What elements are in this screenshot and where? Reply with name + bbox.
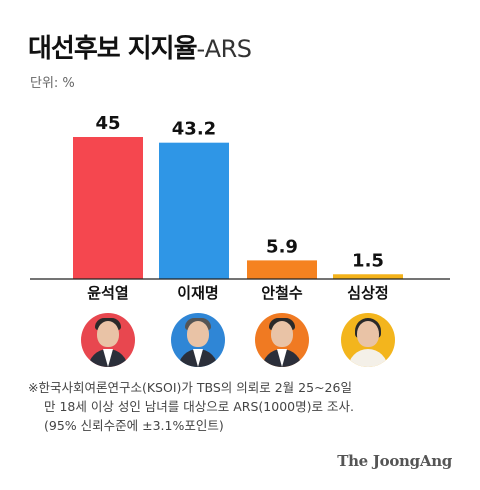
candidate-name: 심상정	[347, 284, 389, 302]
note-line-1: ※한국사회여론연구소(KSOI)가 TBS의 의뢰로 2월 25~26일	[28, 380, 352, 395]
value-labels-group: 45 43.2 5.9 1.5	[95, 113, 383, 271]
candidate-3: 안철수	[237, 283, 327, 367]
publisher-logo: The JoongAng	[337, 452, 452, 470]
candidate-4: 심상정	[323, 283, 413, 367]
bars-group	[73, 137, 403, 279]
bar-1	[73, 137, 143, 279]
value-label-1: 45	[95, 113, 120, 134]
portrait-icon	[81, 313, 135, 367]
candidate-1: 윤석열	[63, 283, 153, 367]
chart-title: 대선후보 지지율-ARS	[28, 28, 252, 65]
candidate-2: 이재명	[153, 283, 243, 367]
value-label-4: 1.5	[352, 250, 384, 271]
title-main: 대선후보 지지율	[28, 34, 197, 64]
value-label-3: 5.9	[266, 236, 298, 257]
note-line-2: 만 18세 이상 성인 남녀를 대상으로 ARS(1000명)로 조사.	[44, 399, 354, 414]
candidate-name: 이재명	[177, 284, 219, 302]
bar-4	[333, 274, 403, 279]
portrait-icon	[341, 313, 395, 367]
candidate-name: 윤석열	[87, 284, 129, 302]
unit-label: 단위: %	[30, 76, 75, 91]
candidate-name: 안철수	[261, 284, 303, 302]
note-line-3: (95% 신뢰수준에 ±3.1%포인트)	[44, 418, 224, 433]
portrait-icon	[171, 313, 225, 367]
bar-2	[159, 142, 229, 279]
value-label-2: 43.2	[172, 119, 216, 140]
survey-note: ※한국사회여론연구소(KSOI)가 TBS의 의뢰로 2월 25~26일 만 1…	[28, 378, 354, 435]
portrait-icon	[255, 313, 309, 367]
candidate-row: 윤석열 이재명 안철수 심상정	[0, 283, 480, 373]
title-subtitle: -ARS	[196, 35, 253, 63]
bar-chart: 45 43.2 5.9 1.5	[30, 113, 450, 280]
bar-3	[247, 260, 317, 279]
